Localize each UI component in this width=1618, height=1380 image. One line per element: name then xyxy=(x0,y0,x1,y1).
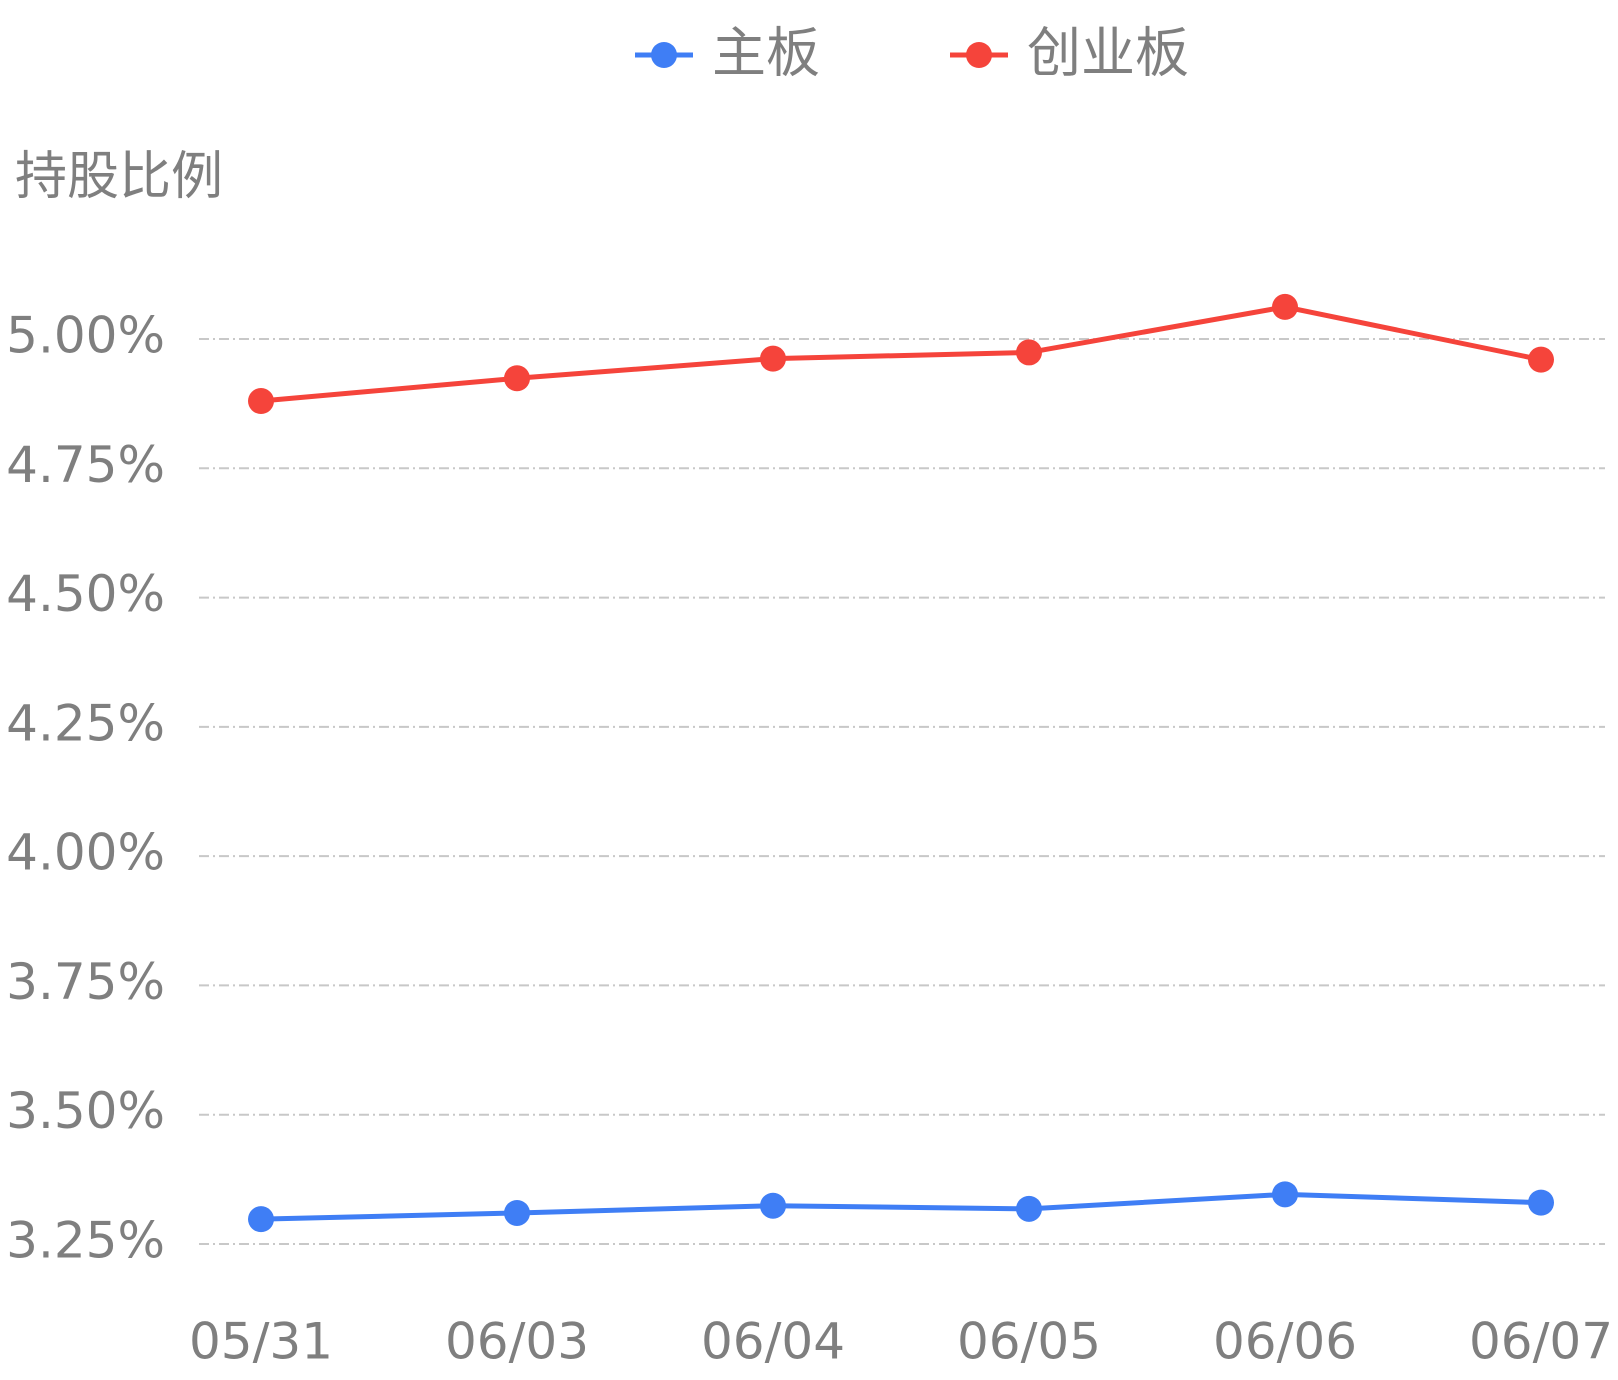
y-tick-label: 4.00% xyxy=(6,824,165,882)
y-tick-label: 5.00% xyxy=(6,306,165,364)
series-line xyxy=(260,1191,1542,1222)
data-point xyxy=(760,345,786,372)
y-tick-label: 4.25% xyxy=(6,694,165,752)
series-line xyxy=(260,304,1542,404)
x-tick-label: 06/07 xyxy=(1469,1313,1613,1371)
data-point xyxy=(248,1206,274,1233)
data-point xyxy=(1528,346,1554,373)
y-tick-label: 4.50% xyxy=(6,565,165,623)
data-point xyxy=(248,388,274,415)
x-tick-label: 06/04 xyxy=(701,1313,845,1371)
y-tick-label: 3.25% xyxy=(6,1212,165,1270)
legend-label: 创业板 xyxy=(1027,22,1189,85)
data-point xyxy=(1272,293,1298,320)
y-tick-label: 3.50% xyxy=(6,1082,165,1140)
y-tick-label: 3.75% xyxy=(6,953,165,1011)
data-point xyxy=(1528,1189,1554,1216)
y-axis-label: 持股比例 xyxy=(15,147,223,207)
data-point xyxy=(1272,1181,1298,1208)
data-point xyxy=(760,1192,786,1219)
legend-marker xyxy=(966,42,992,68)
x-tick-label: 06/06 xyxy=(1213,1313,1357,1371)
data-point xyxy=(504,365,530,392)
x-tick-label: 06/05 xyxy=(957,1313,1101,1371)
y-tick-label: 4.75% xyxy=(6,436,165,494)
data-point xyxy=(504,1199,530,1226)
data-point xyxy=(1016,1195,1042,1222)
data-point xyxy=(1016,339,1042,366)
x-tick-label: 06/03 xyxy=(445,1313,589,1371)
legend-label: 主板 xyxy=(712,22,820,85)
legend-marker xyxy=(651,42,677,68)
x-tick-label: 05/31 xyxy=(189,1313,333,1371)
